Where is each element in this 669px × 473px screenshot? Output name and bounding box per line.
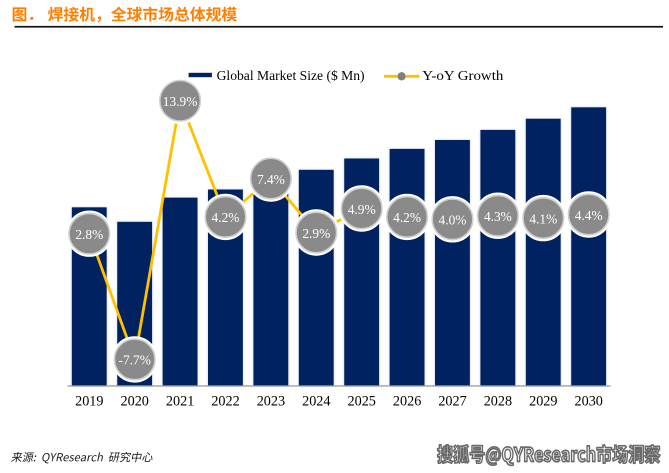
svg-text:4.4%: 4.4%: [575, 208, 603, 223]
svg-text:2025: 2025: [348, 393, 376, 409]
svg-text:2.8%: 2.8%: [75, 227, 103, 242]
svg-text:7.4%: 7.4%: [257, 172, 285, 187]
svg-text:2021: 2021: [166, 393, 194, 409]
svg-text:13.9%: 13.9%: [163, 94, 198, 109]
svg-text:2030: 2030: [575, 393, 603, 409]
svg-text:-7.7%: -7.7%: [119, 353, 151, 368]
svg-text:Y-oY Growth: Y-oY Growth: [422, 68, 503, 83]
svg-text:2023: 2023: [257, 393, 285, 409]
svg-text:2019: 2019: [75, 393, 103, 409]
svg-text:4.2%: 4.2%: [393, 210, 421, 225]
svg-text:2022: 2022: [211, 393, 239, 409]
svg-text:4.3%: 4.3%: [484, 209, 512, 224]
svg-text:Global Market Size ($ Mn): Global Market Size ($ Mn): [217, 68, 365, 84]
svg-text:2028: 2028: [484, 393, 512, 409]
svg-text:2024: 2024: [302, 393, 330, 409]
svg-text:2027: 2027: [438, 393, 466, 409]
svg-text:2.9%: 2.9%: [302, 226, 330, 241]
svg-text:4.2%: 4.2%: [212, 210, 240, 225]
svg-text:2026: 2026: [393, 393, 421, 409]
svg-text:4.1%: 4.1%: [529, 211, 557, 226]
svg-text:2029: 2029: [529, 393, 557, 409]
svg-text:4.0%: 4.0%: [439, 213, 467, 228]
svg-text:2020: 2020: [121, 393, 149, 409]
svg-text:4.9%: 4.9%: [348, 202, 376, 217]
